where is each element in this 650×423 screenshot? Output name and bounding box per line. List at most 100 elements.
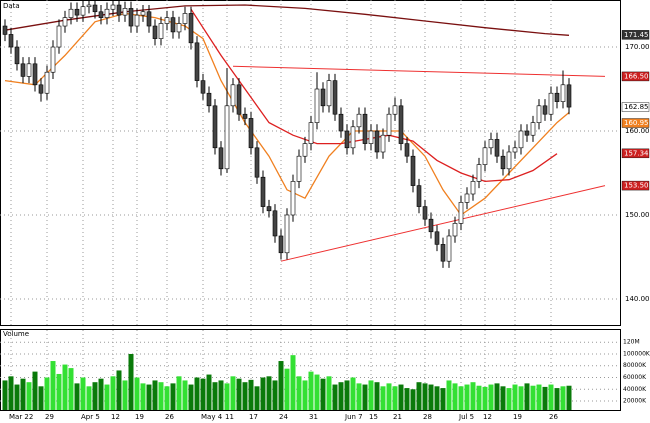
candle-body xyxy=(302,143,308,157)
candle-body xyxy=(218,147,224,170)
volume-bar xyxy=(560,386,566,410)
candle-body xyxy=(506,151,512,170)
candle-body xyxy=(290,181,296,216)
volume-bar xyxy=(386,383,392,410)
volume-bar xyxy=(356,383,362,410)
candle-body xyxy=(560,84,566,102)
volume-bar xyxy=(140,383,146,410)
volume-bar xyxy=(182,380,188,410)
x-tick-label: Apr 5 xyxy=(81,413,100,421)
volume-bar xyxy=(2,380,8,410)
candle-body xyxy=(488,139,494,149)
volume-bar xyxy=(254,386,260,410)
candle-body xyxy=(56,25,62,48)
x-tick-label: 15 xyxy=(369,413,378,421)
candle-body xyxy=(446,235,452,262)
volume-bar xyxy=(308,371,314,410)
candle-body xyxy=(116,4,122,16)
candle-body xyxy=(530,122,536,136)
volume-bar xyxy=(176,376,182,410)
candle-body xyxy=(128,8,134,27)
candle-body xyxy=(134,14,140,27)
price-marker xyxy=(621,118,650,128)
volume-bar xyxy=(206,374,212,410)
candle-body xyxy=(80,6,86,16)
volume-bar xyxy=(524,383,530,410)
candle-body xyxy=(332,80,338,115)
volume-bar xyxy=(230,376,236,410)
candle-body xyxy=(224,105,230,170)
x-tick-label: 24 xyxy=(279,413,288,421)
x-tick-label: 28 xyxy=(423,413,432,421)
candle-body xyxy=(122,8,128,16)
x-tick-label: 31 xyxy=(309,413,318,421)
candle-body xyxy=(278,235,284,254)
candle-body xyxy=(62,17,68,27)
volume-bar xyxy=(170,383,176,410)
volume-bar xyxy=(554,388,560,410)
candle-body xyxy=(350,126,356,149)
price-marker xyxy=(621,180,650,191)
candle-body xyxy=(476,164,482,182)
candle-body xyxy=(254,147,260,178)
volume-bar xyxy=(536,384,542,410)
candle-body xyxy=(98,11,104,18)
volume-bar xyxy=(62,364,68,410)
volume-bar xyxy=(116,370,122,410)
candle-body xyxy=(266,206,272,212)
candle-body xyxy=(146,11,152,27)
price-marker-label: 153.50 xyxy=(624,182,649,190)
volume-bar xyxy=(224,383,230,410)
y-tick-label: 140.00 xyxy=(625,295,650,303)
candle-body xyxy=(344,130,350,149)
trendline xyxy=(280,185,606,262)
candle-body xyxy=(32,63,38,86)
volume-bar xyxy=(362,384,368,410)
volume-bar xyxy=(44,377,50,410)
x-tick-label: 26 xyxy=(549,413,558,421)
y-tick-label: 170.00 xyxy=(625,43,650,51)
candle-body xyxy=(398,105,404,144)
volume-bar xyxy=(152,380,158,410)
candle-body xyxy=(434,231,440,245)
volume-bar xyxy=(236,378,242,410)
candle-body xyxy=(44,71,50,94)
y-tick-label: 160.00 xyxy=(625,127,650,135)
candle-body xyxy=(176,23,182,33)
volume-bar xyxy=(320,378,326,410)
volume-bar xyxy=(458,386,464,410)
candle-body xyxy=(428,218,434,233)
y2-tick-label: 120M xyxy=(623,339,640,346)
candle-body xyxy=(314,88,320,123)
volume-bar xyxy=(26,382,32,410)
candle-body xyxy=(200,80,206,94)
volume-bar xyxy=(218,380,224,410)
candle-body xyxy=(470,181,476,195)
x-tick-label: Jun 7 xyxy=(344,413,363,421)
x-tick-label: 17 xyxy=(249,413,258,421)
volume-bar xyxy=(416,382,422,410)
candle-body xyxy=(236,84,242,115)
candle-body xyxy=(404,143,410,157)
price-marker xyxy=(621,71,650,82)
volume-bar xyxy=(350,377,356,410)
candle-body xyxy=(452,223,458,237)
volume-bar xyxy=(38,386,44,410)
candle-body xyxy=(110,4,116,10)
candle-body xyxy=(26,63,32,77)
candle-body xyxy=(374,130,380,153)
volume-bar xyxy=(14,384,20,410)
volume-bar xyxy=(566,385,572,410)
x-tick-label: 12 xyxy=(483,413,492,421)
candle-body xyxy=(140,11,146,16)
candle-body xyxy=(152,25,158,39)
candle-body xyxy=(272,210,278,237)
price-marker-label: 157.34 xyxy=(624,149,649,157)
volume-bar xyxy=(338,382,344,410)
candle-body xyxy=(188,13,194,44)
volume-bar xyxy=(86,386,92,410)
volume-bar xyxy=(104,384,110,410)
volume-bar xyxy=(470,382,476,410)
